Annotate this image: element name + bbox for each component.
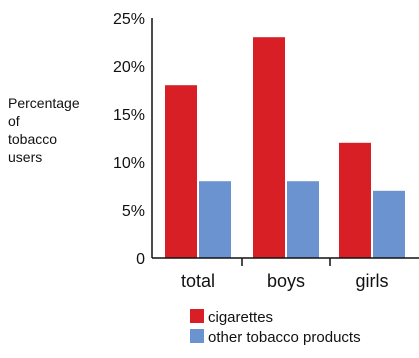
x-category-label-girls: girls	[355, 271, 388, 291]
y-axis-title-line-4: users	[8, 149, 42, 165]
y-tick-label: 10%	[113, 155, 145, 172]
bar-other-tobacco-girls	[373, 190, 405, 258]
y-axis-title: Percentage of tobacco users	[8, 95, 80, 165]
legend-label-cigarettes: cigarettes	[208, 309, 273, 326]
bar-cigarettes-girls	[339, 142, 371, 258]
y-tick-labels: 0 5% 10% 15% 20% 25%	[113, 11, 145, 268]
y-axis-title-line-1: Percentage	[8, 95, 80, 111]
legend-label-other-tobacco: other tobacco products	[208, 329, 361, 346]
y-tick-label: 25%	[113, 11, 145, 28]
bars	[165, 37, 405, 259]
bar-cigarettes-total	[165, 85, 197, 258]
legend: cigarettes other tobacco products	[190, 309, 361, 346]
y-tick-label: 20%	[113, 59, 145, 76]
y-tick-label: 0	[136, 251, 145, 268]
y-tick-label: 15%	[113, 107, 145, 124]
y-axis-title-line-3: tobacco	[8, 131, 57, 147]
y-axis-title-line-2: of	[8, 113, 20, 129]
x-category-labels: total boys girls	[181, 271, 389, 291]
legend-swatch-cigarettes	[190, 309, 204, 323]
x-category-label-total: total	[181, 271, 215, 291]
legend-swatch-other-tobacco	[190, 329, 204, 343]
bar-other-tobacco-boys	[287, 181, 319, 258]
y-tick-label: 5%	[122, 203, 145, 220]
x-category-label-boys: boys	[267, 271, 305, 291]
bar-other-tobacco-total	[199, 181, 231, 258]
bar-cigarettes-boys	[253, 37, 285, 259]
